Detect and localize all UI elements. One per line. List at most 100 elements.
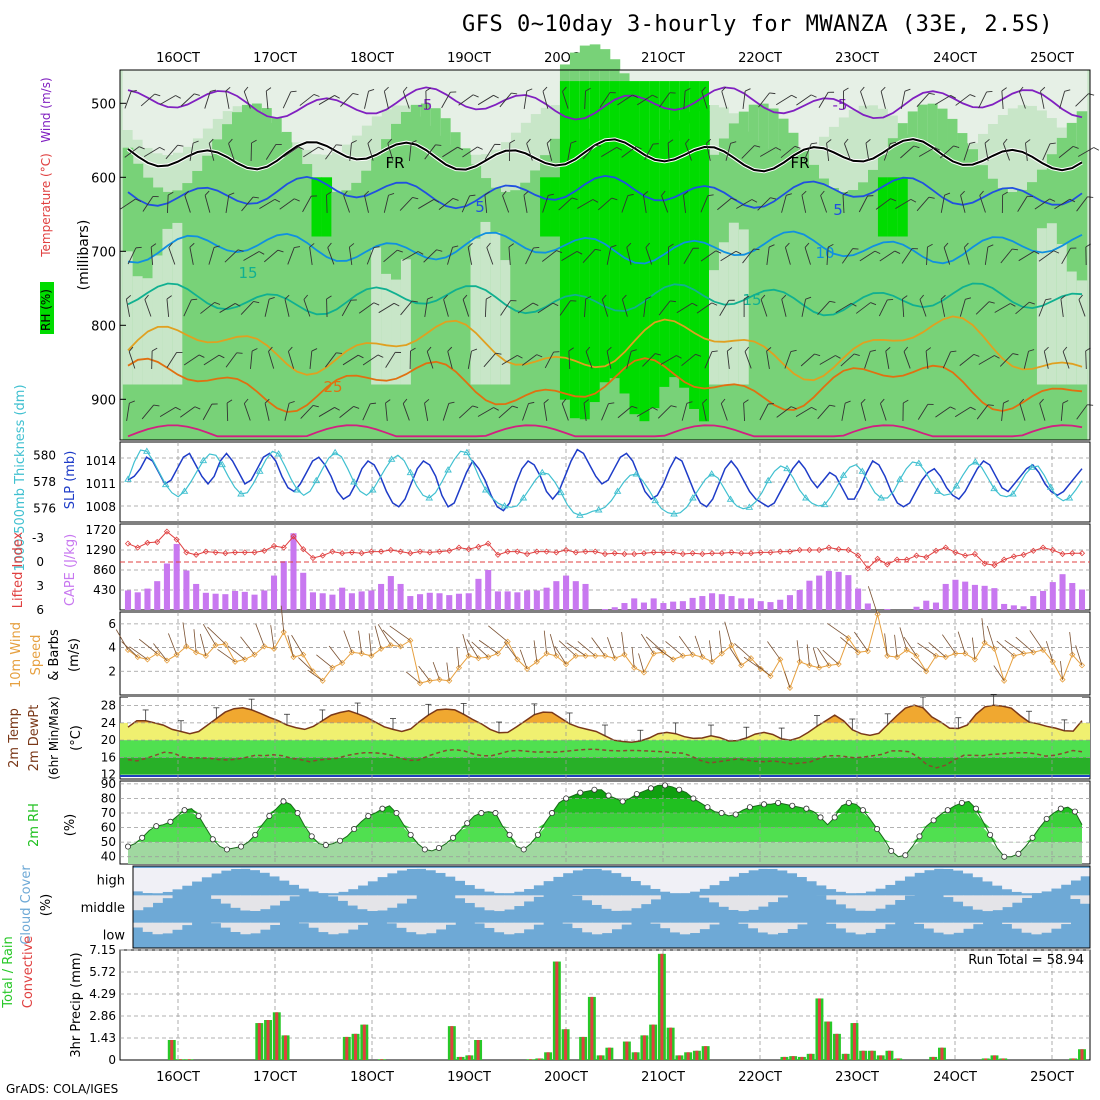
wind-barb-staff — [442, 403, 450, 421]
wind-barb — [1060, 295, 1066, 317]
cloud-cell — [367, 895, 378, 912]
wind-barb — [382, 629, 401, 647]
wind-barb-flag — [364, 190, 370, 196]
isotherm-FR — [127, 138, 1083, 173]
wind-barb — [601, 402, 615, 421]
rh-cell — [410, 104, 422, 441]
wind-barb-flag — [988, 301, 995, 304]
wind-barb — [1040, 86, 1046, 109]
li-marker — [855, 552, 862, 559]
li-marker — [806, 546, 813, 554]
wind-barb-flag — [943, 242, 949, 248]
cloud-cell — [220, 868, 232, 871]
wind-barb-flag — [318, 146, 324, 151]
li-tick-label: -3 — [32, 531, 44, 545]
wind-barb — [591, 637, 606, 657]
wind-barb — [943, 242, 951, 265]
cloud-cell — [416, 868, 427, 869]
rh-marker — [421, 846, 428, 853]
wind-barb-flag — [1033, 250, 1040, 255]
temp-tick-label: 16 — [101, 750, 116, 764]
wind-barb — [1029, 630, 1044, 651]
wind-barb-staff — [963, 143, 971, 161]
wind-barb — [522, 401, 535, 421]
wind-barb-staff — [999, 353, 1014, 367]
x-tick-label-bottom: 18OCT — [350, 1070, 394, 1085]
wind-barb-flag — [760, 294, 766, 300]
cape-bar — [806, 580, 813, 610]
wind-barb-flag — [769, 92, 776, 95]
wind-barb-flag — [462, 294, 468, 300]
cloud-cell — [191, 868, 202, 882]
rh-cell — [510, 70, 521, 133]
wind-barb — [446, 662, 450, 681]
wind-barb-flag — [1078, 294, 1083, 300]
wind-barb — [558, 640, 577, 657]
wind-barb-flag — [1040, 86, 1046, 92]
rh-line — [127, 784, 1083, 858]
dewpoint-line — [127, 748, 1083, 769]
cloud-cell — [787, 922, 798, 930]
rh-cell — [1076, 280, 1088, 385]
wind-barb — [129, 646, 148, 660]
wind-barb — [343, 630, 353, 653]
wind-barb — [1078, 147, 1100, 157]
wind-barb-staff — [860, 403, 867, 421]
convective-bar — [459, 1056, 463, 1060]
wind-barb-flag — [890, 198, 897, 202]
wind-barb-staff — [546, 143, 553, 161]
rh-cell — [311, 177, 323, 440]
wind-barb — [456, 647, 460, 668]
li-marker — [728, 549, 735, 556]
thickness-marker — [293, 486, 302, 493]
cloud-cell — [1011, 895, 1023, 903]
rh-marker — [775, 799, 782, 806]
li-tick-label: 6 — [36, 603, 44, 617]
convective-bar — [800, 1056, 804, 1060]
cloud-cell — [591, 868, 603, 869]
wind-barb — [558, 197, 578, 211]
wind-barb-staff — [264, 299, 270, 317]
wind-barb — [458, 405, 479, 419]
wind-barb-staff — [1003, 143, 1010, 161]
wind-barb — [776, 94, 797, 106]
wind-barb-flag — [228, 138, 233, 144]
cloud-cell — [894, 895, 905, 901]
wind-speed-marker — [679, 652, 686, 659]
y-tick-label: 500 — [91, 97, 116, 112]
convective-bar — [625, 1041, 629, 1060]
cape-bar — [611, 607, 618, 610]
cape-bar — [1059, 574, 1066, 610]
wind-barb-staff — [189, 143, 194, 161]
wind-barb-staff — [537, 302, 554, 314]
cloud-axis-label: Cloud Cover — [19, 865, 34, 945]
cloud-cell — [621, 922, 632, 925]
wind-barb — [640, 633, 655, 654]
wind-barb-flag — [1028, 349, 1035, 352]
rh-cell — [649, 81, 660, 409]
li-marker — [903, 556, 910, 563]
wind-barb-staff — [683, 248, 694, 264]
wind-barb-flag — [890, 141, 897, 144]
cloud-cell — [465, 868, 476, 886]
x-tick-label-bottom: 22OCT — [738, 1070, 782, 1085]
wind-barb-staff — [144, 299, 152, 317]
wind-barb — [402, 251, 424, 261]
wind-barb-flag — [268, 346, 273, 352]
wind-barb — [559, 300, 577, 316]
cloud-cell — [855, 895, 866, 911]
wind-barb-flag — [1072, 145, 1079, 149]
wind-barb — [667, 139, 674, 162]
cloud-cell — [670, 868, 681, 894]
wind-barb — [343, 190, 350, 213]
rh-cell — [381, 273, 392, 385]
wind-barb-flag — [668, 243, 674, 248]
wind-barb-staff — [818, 92, 829, 108]
precip-tick-label: 1.43 — [89, 1031, 116, 1045]
wind-barb-staff — [287, 247, 295, 265]
wind-barb-flag — [1049, 198, 1056, 202]
cloud-cell — [377, 895, 388, 911]
wind-barb — [533, 640, 538, 662]
wind-barb — [817, 404, 836, 420]
cloud-cell — [328, 895, 339, 897]
